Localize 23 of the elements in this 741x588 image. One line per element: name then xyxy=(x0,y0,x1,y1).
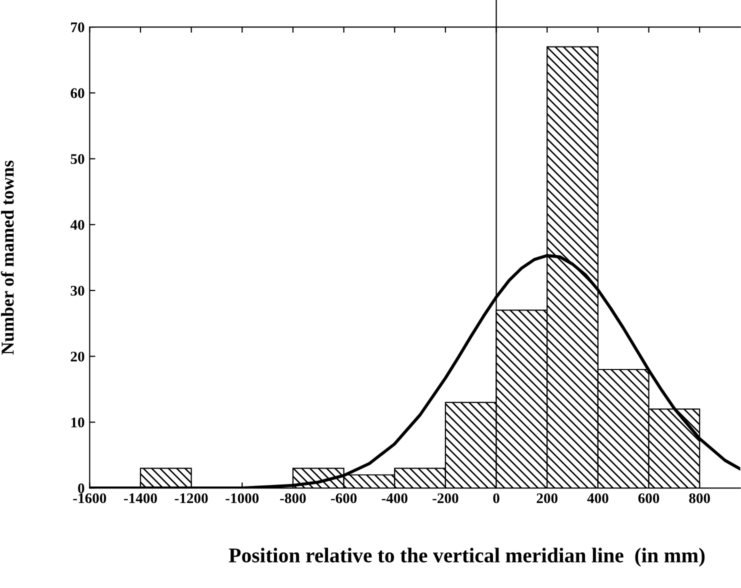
x-tick-label: -800 xyxy=(280,493,306,504)
x-tick-label: -200 xyxy=(432,493,458,504)
y-tick-label: 10 xyxy=(71,418,84,428)
y-tick-label: 20 xyxy=(70,352,84,362)
y-axis-title: Number of mamed towns xyxy=(0,160,14,355)
x-tick-label: 600 xyxy=(638,493,660,504)
y-tick-label: 70 xyxy=(71,22,84,32)
x-tick-label: 200 xyxy=(536,493,558,504)
x-tick-label: -400 xyxy=(382,493,408,504)
x-tick-label: -1200 xyxy=(174,493,208,504)
x-tick-label: 800 xyxy=(689,493,710,504)
x-tick-label: 0 xyxy=(493,493,500,504)
y-tick-label: 30 xyxy=(70,286,84,296)
y-tick-label: 60 xyxy=(70,88,84,98)
x-tick-label: -1000 xyxy=(226,493,259,504)
y-tick-label: 50 xyxy=(70,154,84,164)
x-tick-label: -1600 xyxy=(73,493,106,504)
x-tick-label: -600 xyxy=(330,493,357,504)
x-axis-title: Position relative to the vertical meridian line (in mm) xyxy=(228,548,705,567)
x-tick-label: 400 xyxy=(587,493,608,504)
y-tick-label: 0 xyxy=(78,483,84,494)
y-tick-label: 40 xyxy=(70,220,84,230)
x-tick-label: -1400 xyxy=(124,493,157,504)
